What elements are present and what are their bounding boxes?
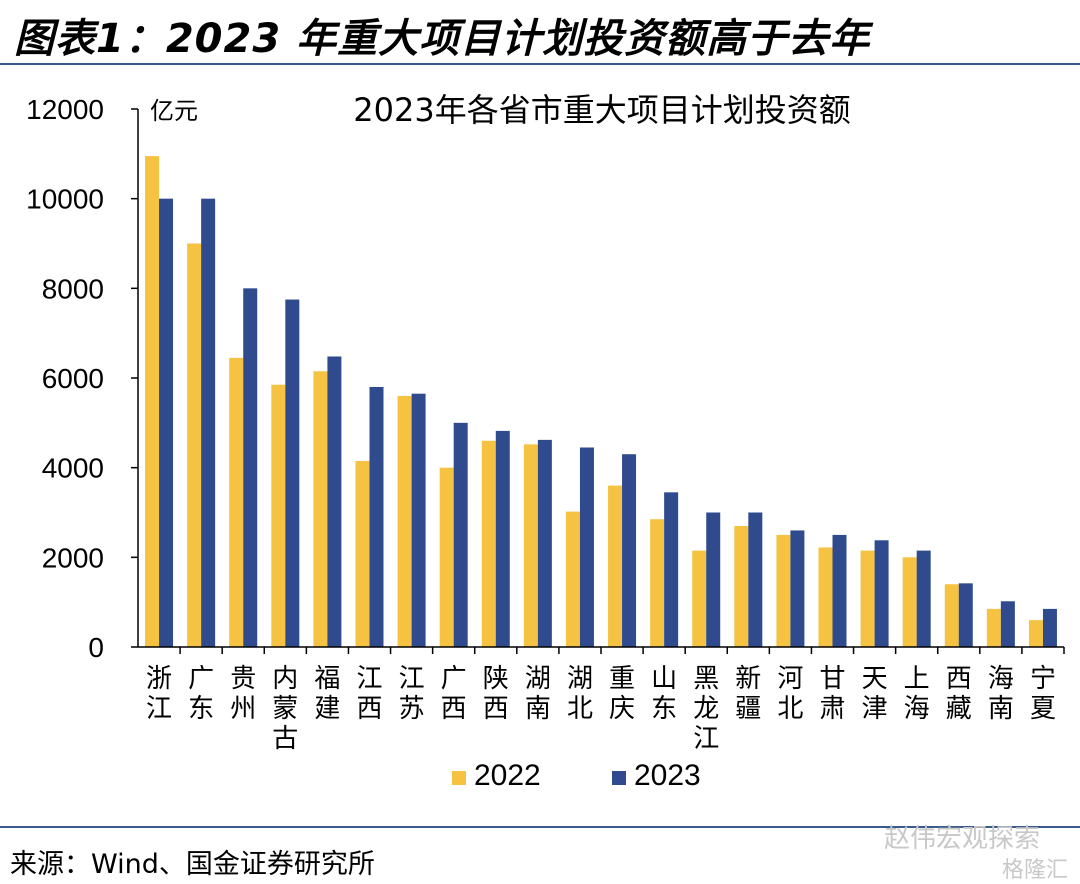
bar-2023 xyxy=(201,198,216,647)
x-tick-label: 西藏 xyxy=(946,664,972,724)
x-tick-label: 湖北 xyxy=(567,664,593,724)
bar-2023 xyxy=(790,530,805,647)
top-rule xyxy=(0,63,1080,65)
y-tick-label: 12000 xyxy=(26,94,104,125)
bar-2022 xyxy=(481,440,496,647)
x-tick-label: 黑龙江 xyxy=(693,664,719,754)
x-tick-label: 广东 xyxy=(188,664,214,724)
bar-2022 xyxy=(229,357,244,647)
legend-label: 2023 xyxy=(634,759,701,792)
bar-2023 xyxy=(159,198,174,647)
x-tick-label: 甘肃 xyxy=(819,664,845,724)
x-tick-label: 湖南 xyxy=(525,664,551,724)
bar-2022 xyxy=(355,460,370,647)
bar-2023 xyxy=(622,454,637,647)
unit-label: 亿元 xyxy=(150,97,198,125)
figure-title: 图表1：2023 年重大项目计划投资额高于去年 xyxy=(14,16,871,62)
bar-2023 xyxy=(832,534,847,647)
bars xyxy=(145,156,1057,647)
bar-2022 xyxy=(271,384,286,647)
bottom-rule xyxy=(0,826,1080,828)
bar-2023 xyxy=(327,356,342,647)
y-tick-label: 6000 xyxy=(42,363,104,394)
bar-2023 xyxy=(369,386,384,647)
x-tick-label: 贵州 xyxy=(230,664,256,724)
bar-2022 xyxy=(860,550,875,647)
bar-2022 xyxy=(145,156,160,647)
bar-2023 xyxy=(243,288,258,647)
x-tick-label: 天津 xyxy=(862,664,888,724)
y-axis: 0 2000 4000 6000 8000 10000 12000 xyxy=(26,94,139,663)
bar-2022 xyxy=(650,519,665,647)
y-tick-label: 2000 xyxy=(42,542,104,573)
bar-2022 xyxy=(565,511,580,647)
bar-2023 xyxy=(958,583,973,647)
bar-chart: 0 2000 4000 6000 8000 10000 12000 浙江广东贵州内蒙古福建江… xyxy=(26,91,1065,792)
x-tick-label: 广西 xyxy=(441,664,467,724)
legend: 2022 2023 xyxy=(452,759,701,792)
bar-2022 xyxy=(818,547,833,647)
x-tick-label: 福建 xyxy=(314,664,340,724)
watermark-2: 格隆汇 xyxy=(1001,858,1068,883)
x-tick-label: 江西 xyxy=(356,664,382,724)
watermark: 赵伟宏观探索 xyxy=(883,824,1040,854)
x-tick-label: 内蒙古 xyxy=(272,664,298,754)
y-tick-label: 4000 xyxy=(42,453,104,484)
bar-2022 xyxy=(944,584,959,647)
bar-2023 xyxy=(285,299,300,647)
bar-2022 xyxy=(397,395,412,647)
bar-2023 xyxy=(1042,608,1057,647)
bar-2023 xyxy=(874,540,889,647)
bar-2023 xyxy=(664,492,679,647)
bar-2022 xyxy=(986,608,1001,647)
bar-2022 xyxy=(187,243,202,647)
legend-swatch xyxy=(452,771,466,785)
x-axis: 浙江广东贵州内蒙古福建江西江苏广西陕西湖南湖北重庆山东黑龙江新疆河北甘肃天津上海… xyxy=(138,646,1065,754)
bar-2023 xyxy=(411,393,426,647)
bar-2023 xyxy=(706,512,721,647)
x-tick-label: 陕西 xyxy=(483,664,509,724)
x-tick-label: 宁夏 xyxy=(1030,664,1056,724)
x-tick-label: 上海 xyxy=(904,664,930,724)
x-tick-label: 重庆 xyxy=(609,664,635,724)
x-tick-label: 海南 xyxy=(988,664,1014,724)
bar-2022 xyxy=(1028,620,1043,647)
bar-2022 xyxy=(523,444,538,647)
bar-2022 xyxy=(902,557,917,647)
bar-2023 xyxy=(537,439,552,647)
bar-2022 xyxy=(734,525,749,647)
bar-2022 xyxy=(776,534,791,647)
bar-2023 xyxy=(1000,601,1015,647)
legend-swatch xyxy=(612,771,626,785)
bar-2023 xyxy=(495,430,510,647)
x-tick-label: 河北 xyxy=(777,664,803,724)
bar-2023 xyxy=(748,512,763,647)
chart-title: 2023年各省市重大项目计划投资额 xyxy=(353,91,850,129)
y-tick-label: 10000 xyxy=(26,184,104,215)
y-tick-label: 8000 xyxy=(42,273,104,304)
legend-label: 2022 xyxy=(474,759,541,792)
x-tick-label: 江苏 xyxy=(399,664,425,724)
bar-2022 xyxy=(439,467,454,647)
bar-2023 xyxy=(916,550,931,647)
bar-2022 xyxy=(692,550,707,647)
bar-2022 xyxy=(608,485,623,647)
x-tick-label: 山东 xyxy=(651,664,677,724)
x-tick-label: 新疆 xyxy=(735,664,761,724)
y-tick-label: 0 xyxy=(88,632,104,663)
bar-2023 xyxy=(453,422,468,647)
source-note: 来源：Wind、国金证券研究所 xyxy=(10,849,375,880)
x-tick-label: 浙江 xyxy=(146,664,172,724)
bar-2023 xyxy=(579,447,594,647)
bar-2022 xyxy=(313,371,328,647)
